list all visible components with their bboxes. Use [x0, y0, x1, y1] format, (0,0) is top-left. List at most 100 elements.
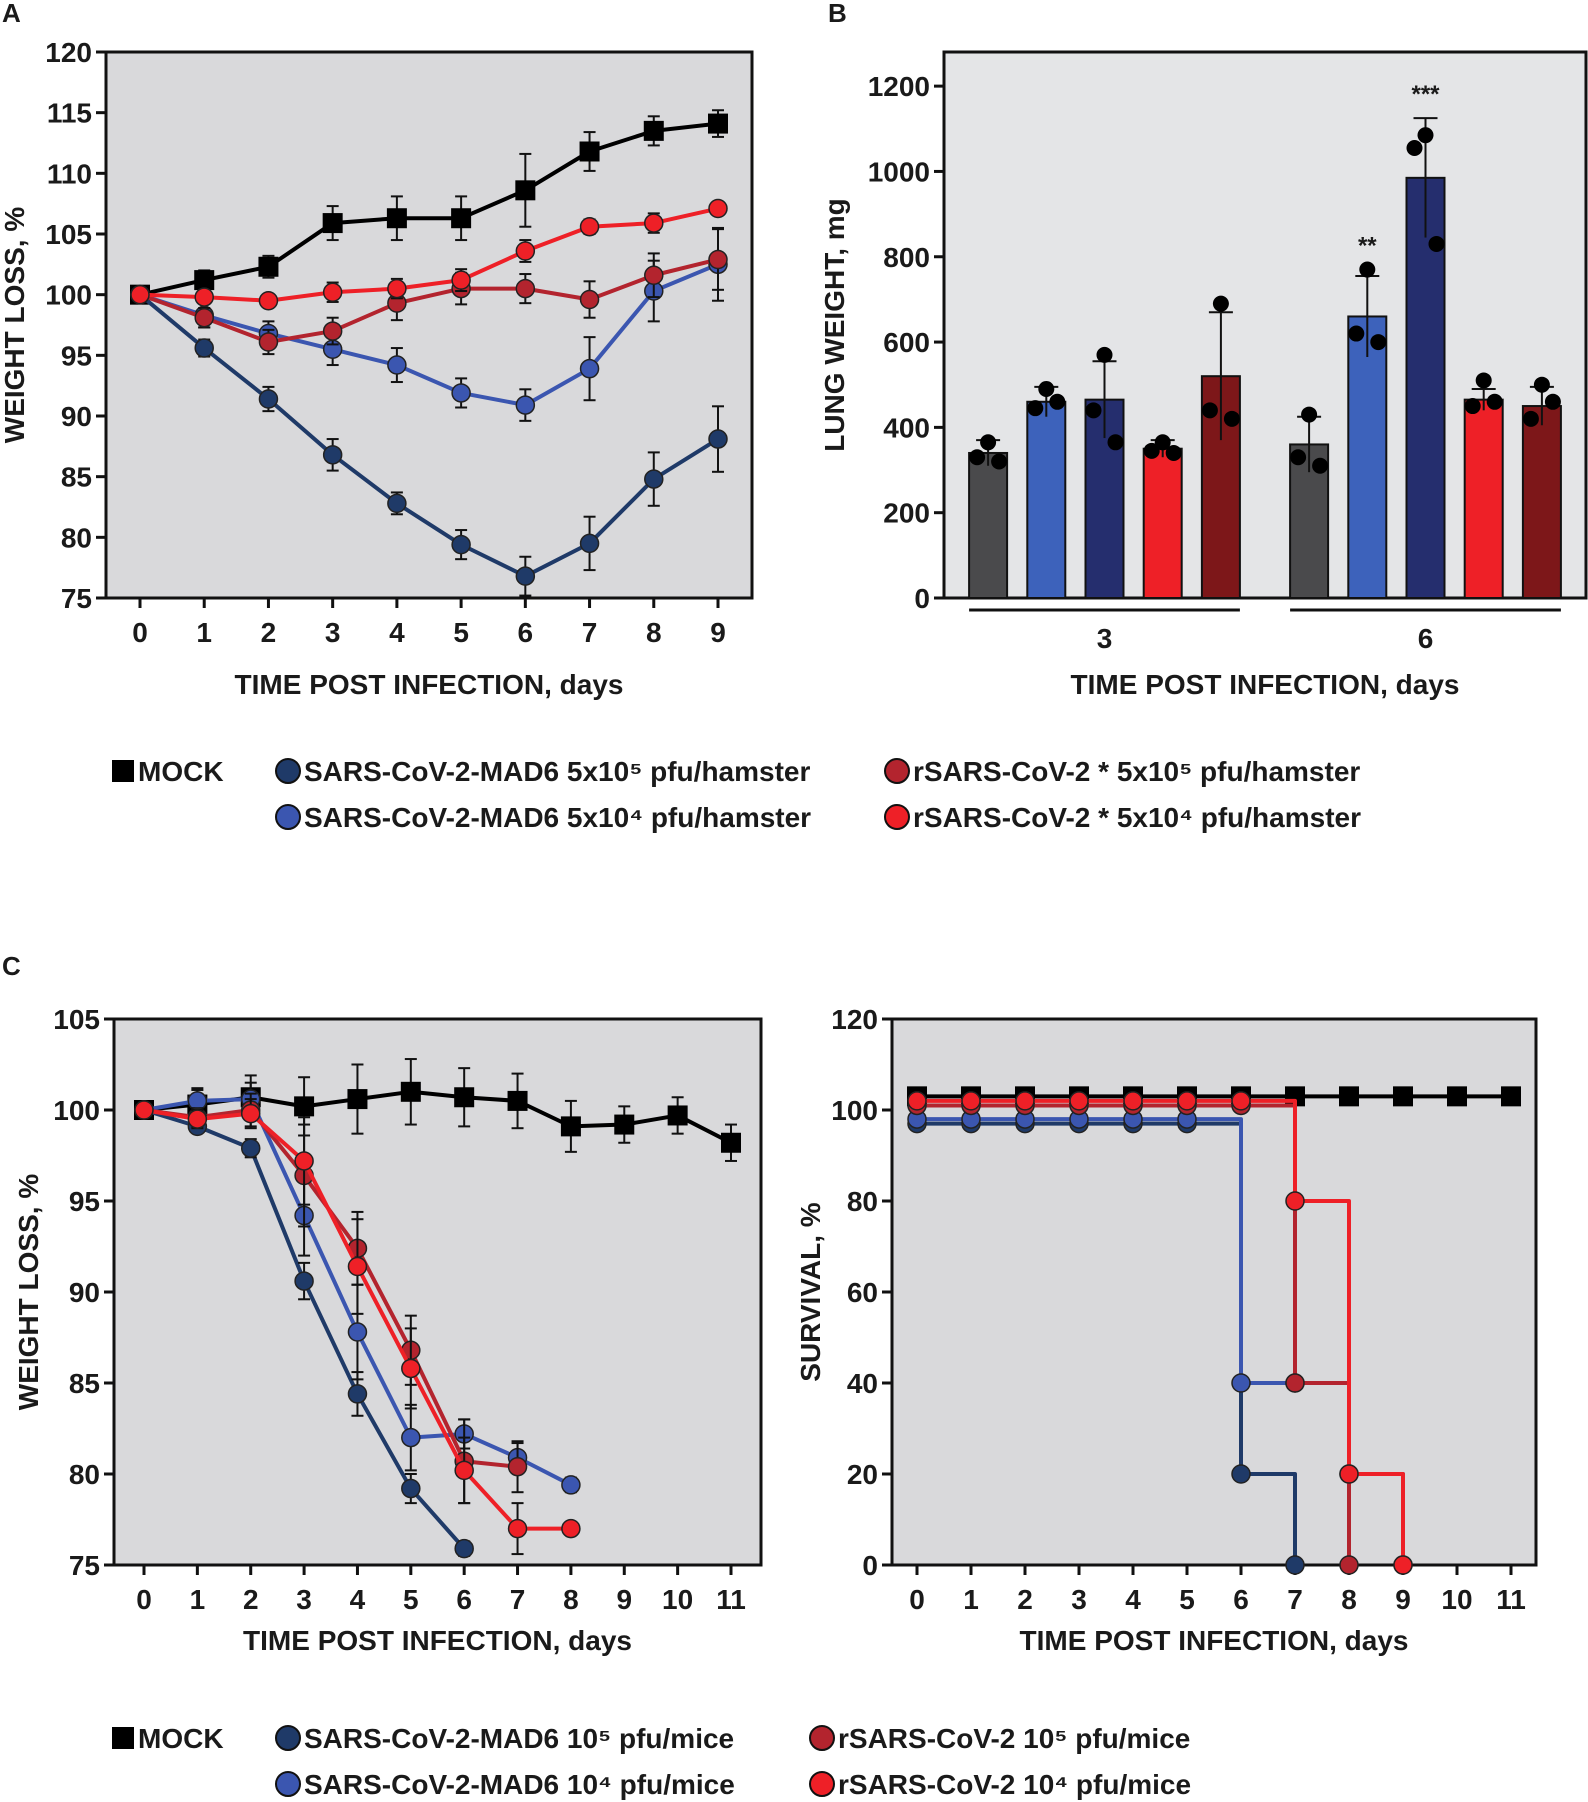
data-point [1428, 235, 1445, 252]
data-point-square [386, 208, 407, 229]
data-point [1107, 434, 1124, 451]
data-point [1038, 380, 1055, 397]
data-point [515, 395, 536, 415]
series-line-rsars_high [139, 257, 719, 344]
data-point-square [347, 1089, 368, 1110]
data-point-square [560, 1116, 581, 1137]
data-point [294, 1151, 314, 1171]
data-point [561, 1475, 581, 1495]
data-point [515, 278, 536, 299]
chart-c-weight-loss: 75 80 85 90 95 100 105 0 1 2 3 4 5 6 7 8 9 10 11 TIME POST … [13, 1004, 763, 1656]
data-point-square [721, 1132, 741, 1153]
x-tick-label: 2 [1017, 1584, 1033, 1615]
legend-top: MOCK SARS-CoV-2-MAD6 5x10⁵ pfu/hamster S… [112, 756, 1361, 833]
data-point [1544, 393, 1561, 410]
data-point [401, 1427, 421, 1448]
data-point [579, 289, 600, 310]
data-point [451, 534, 471, 555]
data-point [708, 249, 728, 270]
bar-group-6: 6 [1289, 117, 1562, 654]
x-tick-label: 8 [1341, 1584, 1357, 1615]
data-point [1359, 261, 1376, 278]
x-tick-label: 3 [296, 1584, 312, 1615]
legend-top-rsars-high: rSARS-CoV-2 * 5x10⁵ pfu/hamster [913, 756, 1360, 787]
x-tick-label: 9 [616, 1584, 632, 1615]
data-point [579, 533, 600, 554]
data-point [451, 383, 471, 403]
y-tick-label: 90 [69, 1277, 100, 1308]
chart-c-survival: 0 20 40 60 80 100 120 0 1 2 3 4 5 6 7 8 9 10 11 TIME POST I… [795, 1004, 1538, 1656]
y-tick-label: 85 [61, 462, 92, 493]
legend-top-mad6-low: SARS-CoV-2-MAD6 5x10⁴ pfu/hamster [304, 802, 811, 833]
y-tick-label: 800 [883, 242, 930, 273]
y-tick-label: 115 [47, 98, 92, 129]
y-axis-label: SURVIVAL, % [795, 1202, 826, 1382]
x-tick-label: 4 [1125, 1584, 1141, 1615]
data-point [294, 1271, 314, 1291]
group-label: 3 [1097, 623, 1113, 654]
series-line-rsars_low [139, 206, 719, 303]
data-point [1069, 1091, 1089, 1111]
data-point [1154, 434, 1171, 451]
y-tick-label: 120 [831, 1004, 878, 1035]
y-tick-label: 1200 [868, 71, 930, 102]
y-tick-label: 200 [883, 498, 930, 529]
x-tick-label: 7 [510, 1584, 526, 1615]
y-axis-label: LUNG WEIGHT, mg [819, 198, 850, 452]
data-point [1027, 400, 1044, 417]
bar-bar_rsars_low [1142, 447, 1183, 599]
data-point [644, 265, 664, 286]
data-point [1285, 1555, 1305, 1575]
legend-bottom-mock: MOCK [138, 1723, 224, 1754]
data-point [1165, 444, 1182, 461]
plot-area [104, 50, 754, 600]
data-point [969, 449, 986, 466]
data-point [401, 1358, 421, 1379]
y-tick-label: 95 [69, 1186, 100, 1217]
data-point [258, 389, 279, 409]
data-point [708, 198, 728, 219]
panel-label-c: C [2, 951, 21, 981]
x-tick-label: 5 [403, 1584, 419, 1615]
data-point [1285, 1373, 1305, 1393]
y-tick-label: 120 [45, 37, 92, 68]
x-tick-label: 8 [563, 1584, 579, 1615]
chart-a-weight-loss: 75 80 85 90 95 100 105 110 115 120 0 1 2 3 4 5 6 7 8 9 TIME … [0, 37, 754, 700]
y-tick-label: 80 [847, 1186, 878, 1217]
legend-bottom-rsars-high: rSARS-CoV-2 10⁵ pfu/mice [838, 1723, 1190, 1754]
x-tick-label: 11 [716, 1584, 746, 1615]
data-point [1339, 1555, 1359, 1575]
data-point [1522, 410, 1539, 427]
data-point [347, 1322, 368, 1342]
data-point-square [507, 1090, 528, 1111]
x-axis-label: TIME POST INFECTION, days [243, 1625, 632, 1656]
y-tick-label: 100 [45, 280, 92, 311]
data-point [194, 307, 214, 328]
data-point-square [454, 1087, 475, 1108]
data-point [579, 216, 600, 237]
data-point [1231, 1373, 1251, 1393]
data-point-square [515, 180, 536, 201]
x-tick-label: 9 [1395, 1584, 1411, 1615]
y-tick-label: 105 [45, 219, 92, 250]
bar-bar_mad6_low [1026, 400, 1067, 599]
significance-annotation: ** [1358, 233, 1377, 260]
y-tick-label: 0 [914, 583, 930, 614]
data-point [387, 355, 407, 375]
data-point [1212, 295, 1229, 312]
y-tick-label: 85 [69, 1368, 100, 1399]
data-point [401, 1478, 421, 1499]
x-tick-label: 1 [196, 617, 212, 648]
series-rsars_low [130, 198, 728, 311]
data-point-square [194, 270, 215, 291]
legend-mad6-high-circle-icon [275, 758, 301, 784]
data-point [130, 284, 150, 305]
plot-area [112, 1017, 763, 1567]
data-point-square [400, 1081, 421, 1102]
data-point-square [294, 1096, 315, 1117]
data-point [1085, 402, 1102, 419]
data-point [1475, 372, 1492, 389]
data-point-square [667, 1105, 688, 1126]
y-tick-label: 105 [53, 1004, 100, 1035]
